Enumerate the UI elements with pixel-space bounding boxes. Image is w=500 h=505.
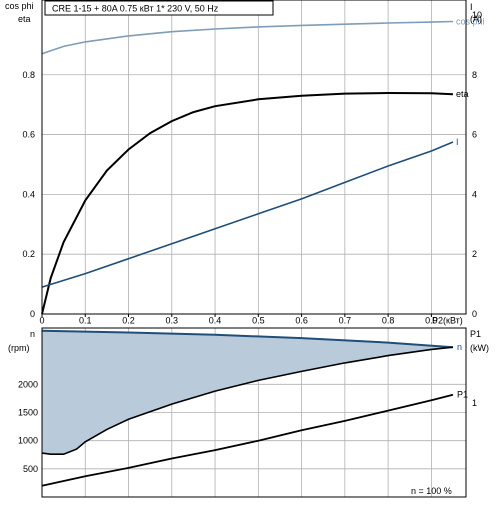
y-right-label-power: P1 <box>470 329 481 339</box>
chart-title: CRE 1-15 + 80A 0.75 кВт 1* 230 V, 50 Hz <box>52 4 219 14</box>
y-left-tick-label: 0.6 <box>22 130 35 140</box>
speed-note: n = 100 % <box>411 486 452 496</box>
y-left-label-cosphi: cos phi <box>5 1 34 11</box>
series-label-i: I <box>456 137 459 147</box>
x-tick-label: 0.6 <box>295 316 308 326</box>
speed-tick-label: 500 <box>23 464 38 474</box>
series-line-eta <box>41 91 454 315</box>
y-left-tick-label: 0.8 <box>22 70 35 80</box>
series-label-p1: P1 <box>457 390 468 400</box>
x-tick-label: 0.2 <box>122 316 135 326</box>
series-line-n <box>41 329 454 349</box>
x-tick-label: 0.5 <box>252 316 265 326</box>
power-tick-label: 1 <box>472 398 477 408</box>
y-right-tick-label: 8 <box>472 70 477 80</box>
speed-range-area <box>42 330 453 455</box>
series-line-n-min <box>41 346 454 455</box>
series-label-eta: eta <box>456 89 469 99</box>
x-tick-label: 0.7 <box>339 316 352 326</box>
lines-layer <box>41 20 454 487</box>
top-plot-frame <box>41 0 467 315</box>
bottom-plot-frame <box>41 327 467 498</box>
y-right-tick-label: 2 <box>472 249 477 259</box>
series-label-cos-phi: cos phi <box>456 17 485 27</box>
series-line-p1 <box>41 393 454 487</box>
series-label-n: n <box>457 342 462 352</box>
y-right-tick-label: 4 <box>472 189 477 199</box>
y-right-label-current: I <box>470 2 473 12</box>
speed-tick-label: 1500 <box>18 408 38 418</box>
x-tick-label: 0 <box>39 316 44 326</box>
fill-layer <box>42 330 453 455</box>
y-left-tick-label: 0 <box>30 309 35 319</box>
title-box <box>44 0 274 16</box>
y-left-tick-label: 0.2 <box>22 249 35 259</box>
y-right-tick-label: 0 <box>472 309 477 319</box>
x-tick-label: 0.9 <box>425 316 438 326</box>
x-tick-label: 0.3 <box>166 316 179 326</box>
y-right-tick-label: 10 <box>472 10 482 20</box>
series-line-cos-phi <box>41 20 454 55</box>
speed-tick-label: 1000 <box>18 436 38 446</box>
y-left-unit-speed: (rpm) <box>8 343 30 353</box>
y-left-tick-label: 0.4 <box>22 189 35 199</box>
y-right-unit-power: (kW) <box>470 343 489 353</box>
y-left-label-speed: n <box>30 329 35 339</box>
x-tick-label: 0.1 <box>79 316 92 326</box>
series-line-i <box>41 141 454 288</box>
x-axis-label: P2(кВт) <box>432 316 463 326</box>
y-left-label-eta: eta <box>18 14 31 24</box>
y-right-unit-current: (A) <box>470 14 482 24</box>
x-tick-label: 0.8 <box>382 316 395 326</box>
y-right-tick-label: 6 <box>472 130 477 140</box>
labels-layer: 0 0.1 0.2 0.3 0.4 0.5 0.6 0.7 0.8 0.9 0 0.2 0.4 0.6 0.… <box>18 10 485 474</box>
speed-tick-label: 2000 <box>18 379 38 389</box>
x-tick-label: 0.4 <box>209 316 222 326</box>
